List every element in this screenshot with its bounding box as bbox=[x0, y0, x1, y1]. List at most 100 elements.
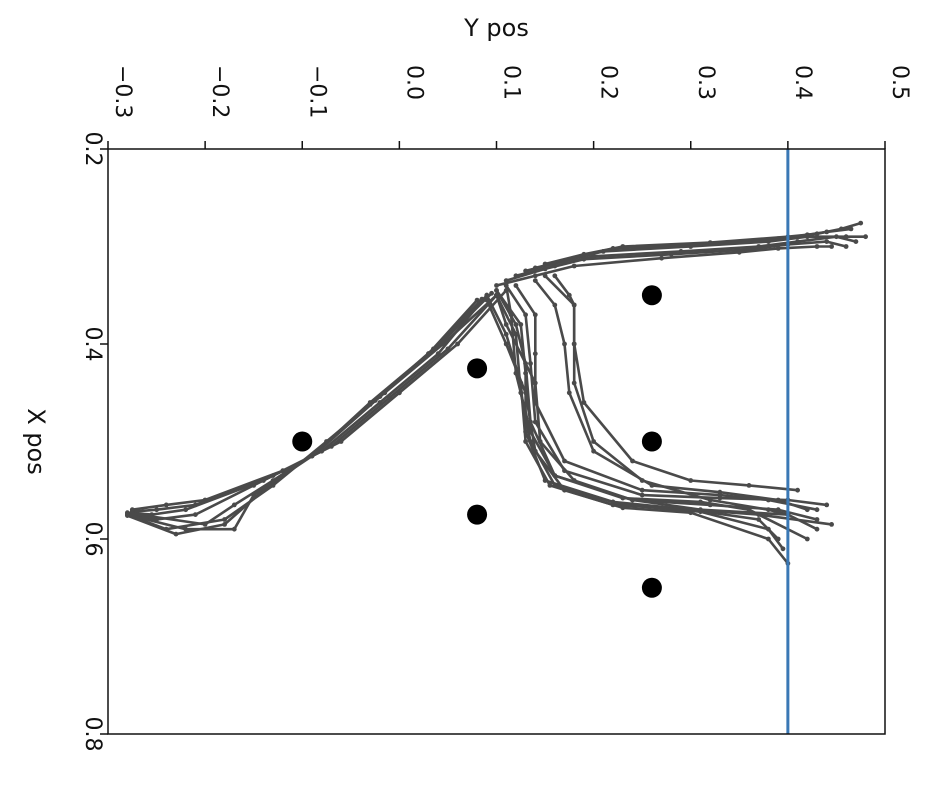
trajectory-point bbox=[571, 380, 577, 386]
trajectory-point bbox=[766, 536, 771, 542]
trajectory-point bbox=[746, 507, 752, 513]
trajectory-point bbox=[183, 507, 189, 513]
y-axis-ticks: −0.3 −0.2 −0.1 0.0 0.1 0.2 0.3 0.4 0.5 bbox=[107, 65, 912, 149]
trajectory-point bbox=[562, 487, 567, 493]
trajectory-point bbox=[552, 302, 558, 308]
trajectory-line bbox=[495, 293, 819, 531]
trajectory-point bbox=[814, 517, 820, 522]
trajectory-point bbox=[532, 351, 538, 357]
trajectory-line bbox=[126, 295, 489, 536]
trajectory-point bbox=[630, 458, 635, 464]
trajectory-point bbox=[547, 483, 553, 488]
trajectory-point bbox=[528, 429, 533, 435]
trajectory-point bbox=[183, 526, 189, 532]
trajectory-point bbox=[639, 487, 645, 493]
trajectory-point bbox=[251, 483, 257, 488]
trajectory-point bbox=[688, 510, 694, 516]
obstacle-marker bbox=[292, 431, 313, 452]
trajectory-point bbox=[202, 522, 208, 527]
trajectory-point bbox=[581, 400, 587, 405]
trajectory-line bbox=[514, 284, 819, 512]
trajectory-point bbox=[222, 522, 228, 527]
trajectory-point bbox=[513, 283, 519, 288]
trajectory-point bbox=[552, 483, 558, 488]
trajectory-point bbox=[814, 526, 820, 532]
x-tick-label: 0.8 bbox=[80, 717, 105, 752]
trajectory-line bbox=[504, 284, 809, 541]
y-axis-label: Y pos bbox=[463, 14, 529, 42]
y-tick-label: −0.2 bbox=[207, 65, 232, 118]
trajectory-point bbox=[222, 517, 228, 522]
trajectory-point bbox=[829, 522, 834, 527]
y-tick-label: −0.3 bbox=[110, 65, 135, 118]
trajectory-point bbox=[528, 439, 533, 444]
trajectory-point bbox=[532, 419, 538, 425]
trajectory-point bbox=[231, 502, 237, 508]
x-axis-label: X pos bbox=[22, 408, 50, 475]
trajectory-point bbox=[542, 273, 548, 279]
x-tick-label: 0.6 bbox=[80, 522, 105, 557]
trajectory-point bbox=[620, 244, 626, 249]
trajectory-point bbox=[824, 502, 830, 508]
trajectory-point bbox=[814, 244, 820, 249]
trajectory-point bbox=[566, 292, 572, 298]
trajectory-point bbox=[591, 439, 596, 444]
trajectory-line bbox=[543, 221, 863, 266]
trajectory-point bbox=[620, 505, 626, 511]
trajectory-point bbox=[571, 341, 577, 347]
trajectory-point bbox=[231, 526, 237, 532]
y-tick-label: 0.2 bbox=[596, 65, 621, 100]
trajectory-point bbox=[532, 380, 538, 386]
trajectory-point bbox=[528, 361, 533, 366]
trajectory-point bbox=[780, 546, 786, 552]
trajectory-line bbox=[126, 297, 484, 531]
trajectory-point bbox=[532, 278, 538, 283]
trajectory-point bbox=[129, 511, 135, 516]
trajectory-point bbox=[853, 239, 859, 245]
obstacle-marker bbox=[641, 431, 662, 452]
trajectory-point bbox=[503, 341, 509, 347]
x-tick-label: 0.2 bbox=[80, 132, 105, 167]
trajectory-point bbox=[270, 478, 276, 483]
trajectory-point bbox=[532, 273, 538, 279]
x-tick-label: 0.4 bbox=[80, 327, 105, 362]
trajectory-point bbox=[455, 341, 460, 347]
trajectory-point bbox=[173, 531, 179, 537]
trajectory-line bbox=[126, 293, 498, 531]
trajectory-point bbox=[775, 507, 781, 513]
trajectory-point bbox=[824, 239, 830, 245]
trajectory-point bbox=[552, 273, 558, 279]
trajectory-point bbox=[746, 483, 752, 488]
trajectory-point bbox=[698, 507, 703, 513]
y-tick-label: 0.0 bbox=[401, 65, 426, 100]
trajectory-point bbox=[829, 244, 834, 249]
trajectory-point bbox=[489, 290, 494, 296]
trajectory-point bbox=[523, 439, 528, 444]
trajectory-line bbox=[131, 293, 498, 514]
trajectory-point bbox=[775, 246, 781, 251]
trajectory-point bbox=[494, 283, 499, 288]
trajectory-point bbox=[377, 394, 383, 399]
trajectory-point bbox=[591, 448, 596, 454]
trajectory-point bbox=[163, 502, 169, 508]
y-tick-label: 0.4 bbox=[790, 65, 815, 100]
trajectory-point bbox=[843, 244, 849, 249]
trajectory-point bbox=[532, 265, 538, 271]
trajectory-point bbox=[581, 256, 587, 262]
trajectory-point bbox=[814, 507, 820, 513]
trajectory-line bbox=[131, 291, 493, 526]
trajectory-point bbox=[518, 322, 524, 327]
trajectory-point bbox=[804, 536, 810, 542]
trajectory-point bbox=[659, 255, 664, 261]
trajectory-point bbox=[756, 517, 762, 522]
trajectory-point bbox=[508, 312, 514, 318]
trajectory-point bbox=[620, 495, 626, 501]
trajectory-point bbox=[542, 266, 548, 272]
trajectory-point bbox=[795, 487, 800, 493]
trajectory-point bbox=[717, 495, 723, 501]
trajectory-line bbox=[495, 245, 833, 287]
trajectory-point bbox=[736, 249, 742, 255]
trajectory-point bbox=[193, 512, 198, 517]
trajectory-line bbox=[553, 274, 799, 492]
trajectory-line bbox=[126, 298, 479, 521]
